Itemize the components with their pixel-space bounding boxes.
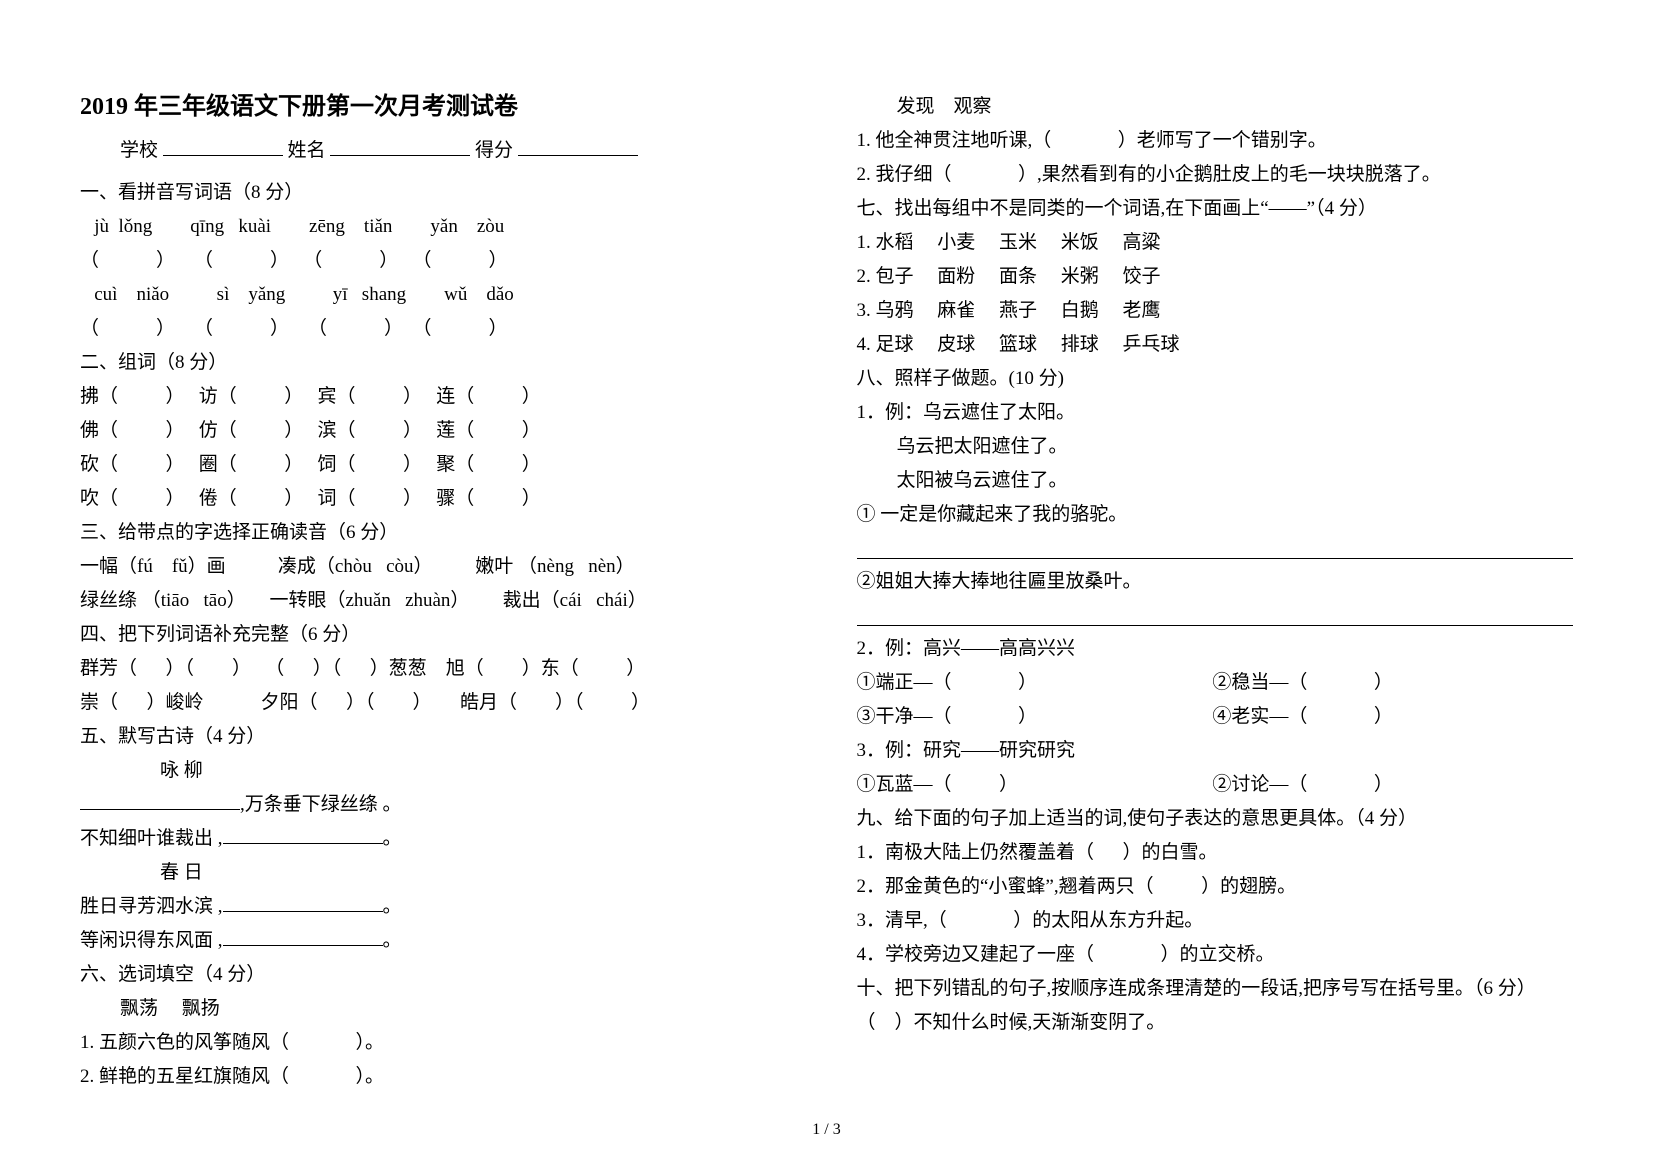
- sec6-words: 飘荡 飘扬: [80, 992, 797, 1026]
- sec8-ex1-l2: 乌云把太阳遮住了。: [857, 430, 1574, 464]
- sec10-l1[interactable]: （ ）不知什么时候,天渐渐变阴了。: [857, 1006, 1574, 1040]
- poem2-l2-head: 等闲识得东风面 ,: [80, 930, 223, 951]
- section-10-heading: 十、把下列错乱的句子,按顺序连成条理清楚的一段话,把序号写在括号里。（6 分）: [857, 972, 1574, 1006]
- sec9-q3[interactable]: 3．清早,（ ）的太阳从东方升起。: [857, 904, 1574, 938]
- sec3-r1[interactable]: 一幅（fú fǔ）画 凑成（chòu còu） 嫩叶 （nèng nèn）: [80, 550, 797, 584]
- score-label: 得分: [475, 140, 513, 161]
- sec1-row4[interactable]: （ ） （ ） （ ） （ ）: [80, 312, 797, 346]
- section-4-heading: 四、把下列词语补充完整（6 分）: [80, 618, 797, 652]
- sec8-ex3-r1a[interactable]: ①瓦蓝—（ ）: [857, 768, 1208, 802]
- name-blank[interactable]: [330, 137, 470, 156]
- poem1-line1[interactable]: ,万条垂下绿丝绦 。: [80, 788, 797, 822]
- header-line: 学校 姓名 得分: [80, 134, 797, 168]
- sec6-words2: 发现 观察: [857, 90, 1574, 124]
- poem2-line2[interactable]: 等闲识得东风面 , 。: [80, 924, 797, 958]
- poem1-blank2[interactable]: [223, 825, 383, 844]
- period3: 。: [383, 930, 402, 951]
- sec7-r2[interactable]: 2. 包子 面粉 面条 米粥 饺子: [857, 260, 1574, 294]
- columns: 2019 年三年级语文下册第一次月考测试卷 学校 姓名 得分 一、看拼音写词语（…: [80, 90, 1573, 1090]
- sec6-q3[interactable]: 1. 他全神贯注地听课,（ ）老师写了一个错别字。: [857, 124, 1574, 158]
- sec4-r2[interactable]: 崇（ ）峻岭 夕阳（ ）（ ） 皓月（ ）（ ）: [80, 686, 797, 720]
- period2: 。: [383, 896, 402, 917]
- sec3-r2[interactable]: 绿丝绦 （tiāo tāo） 一转眼（zhuǎn zhuàn） 裁出（cái c…: [80, 584, 797, 618]
- sec9-q2[interactable]: 2．那金黄色的“小蜜蜂”,翘着两只（ ）的翅膀。: [857, 870, 1574, 904]
- sec8-ex2-r2a[interactable]: ③干净—（ ）: [857, 700, 1208, 734]
- sec4-r1[interactable]: 群芳（ ）（ ） （ ）（ ）葱葱 旭（ ）东（ ）: [80, 652, 797, 686]
- section-2-heading: 二、组词（8 分）: [80, 346, 797, 380]
- sec8-ex3-row1[interactable]: ①瓦蓝—（ ） ②讨论—（ ）: [857, 768, 1574, 802]
- answer-line-1[interactable]: [857, 538, 1574, 559]
- sec1-row3: cuì niǎo sì yǎng yī shang wǔ dǎo: [80, 278, 797, 312]
- sec2-r3[interactable]: 砍（ ） 圈（ ） 饲（ ） 聚（ ）: [80, 448, 797, 482]
- section-8-heading: 八、照样子做题。(10 分): [857, 362, 1574, 396]
- sec8-ex2-r1a[interactable]: ①端正—（ ）: [857, 666, 1208, 700]
- poem1-blank1[interactable]: [80, 791, 240, 810]
- school-blank[interactable]: [163, 137, 283, 156]
- sec2-r1[interactable]: 拂（ ） 访（ ） 宾（ ） 连（ ）: [80, 380, 797, 414]
- sec8-ex2-r2b[interactable]: ④老实—（ ）: [1212, 700, 1393, 734]
- answer-line-2[interactable]: [857, 605, 1574, 626]
- sec7-r1[interactable]: 1. 水稻 小麦 玉米 米饭 高粱: [857, 226, 1574, 260]
- section-5-heading: 五、默写古诗（4 分）: [80, 720, 797, 754]
- section-9-heading: 九、给下面的句子加上适当的词,使句子表达的意思更具体。（4 分）: [857, 802, 1574, 836]
- sec8-ex1-q1: ① 一定是你藏起来了我的骆驼。: [857, 498, 1574, 532]
- sec9-q1[interactable]: 1．南极大陆上仍然覆盖着（ ）的白雪。: [857, 836, 1574, 870]
- poem2-line1[interactable]: 胜日寻芳泗水滨 , 。: [80, 890, 797, 924]
- poem2-l1-head: 胜日寻芳泗水滨 ,: [80, 896, 223, 917]
- section-3-heading: 三、给带点的字选择正确读音（6 分）: [80, 516, 797, 550]
- sec6-q1[interactable]: 1. 五颜六色的风筝随风（ ）。: [80, 1026, 797, 1060]
- poem1-l2-head: 不知细叶谁裁出 ,: [80, 828, 223, 849]
- left-column: 2019 年三年级语文下册第一次月考测试卷 学校 姓名 得分 一、看拼音写词语（…: [80, 90, 827, 1090]
- poem1-title: 咏 柳: [80, 754, 797, 788]
- poem2-blank1[interactable]: [223, 893, 383, 912]
- sec8-ex1-q2: ②姐姐大捧大捧地往匾里放桑叶。: [857, 565, 1574, 599]
- period1: 。: [383, 828, 402, 849]
- poem2-blank2[interactable]: [223, 927, 383, 946]
- sec8-ex1-head: 1．例：乌云遮住了太阳。: [857, 396, 1574, 430]
- sec8-ex2-head: 2．例：高兴——高高兴兴: [857, 632, 1574, 666]
- score-blank[interactable]: [518, 137, 638, 156]
- section-6-heading: 六、选词填空（4 分）: [80, 958, 797, 992]
- poem1-line2[interactable]: 不知细叶谁裁出 , 。: [80, 822, 797, 856]
- sec8-ex2-row1[interactable]: ①端正—（ ） ②稳当—（ ）: [857, 666, 1574, 700]
- section-1-heading: 一、看拼音写词语（8 分）: [80, 176, 797, 210]
- sec1-row2[interactable]: （ ） （ ） （ ） （ ）: [80, 244, 797, 278]
- sec2-r2[interactable]: 佛（ ） 仿（ ） 滨（ ） 莲（ ）: [80, 414, 797, 448]
- sec6-q2[interactable]: 2. 鲜艳的五星红旗随风（ ）。: [80, 1060, 797, 1094]
- sec7-r3[interactable]: 3. 乌鸦 麻雀 燕子 白鹅 老鹰: [857, 294, 1574, 328]
- name-label: 姓名: [288, 140, 326, 161]
- exam-title: 2019 年三年级语文下册第一次月考测试卷: [80, 90, 797, 124]
- page: 2019 年三年级语文下册第一次月考测试卷 学校 姓名 得分 一、看拼音写词语（…: [0, 0, 1653, 1169]
- sec8-ex2-r1b[interactable]: ②稳当—（ ）: [1212, 666, 1393, 700]
- sec6-q4[interactable]: 2. 我仔细（ ）,果然看到有的小企鹅肚皮上的毛一块块脱落了。: [857, 158, 1574, 192]
- poem2-title: 春 日: [80, 856, 797, 890]
- sec8-ex3-head: 3．例：研究——研究研究: [857, 734, 1574, 768]
- school-label: 学校: [80, 140, 158, 161]
- sec8-ex1-l3: 太阳被乌云遮住了。: [857, 464, 1574, 498]
- page-number: 1 / 3: [0, 1121, 1653, 1139]
- poem1-l1-tail: ,万条垂下绿丝绦 。: [240, 794, 402, 815]
- sec1-row1: jù lǒng qīng kuài zēng tiǎn yǎn zòu: [80, 210, 797, 244]
- right-column: 发现 观察 1. 他全神贯注地听课,（ ）老师写了一个错别字。 2. 我仔细（ …: [827, 90, 1574, 1090]
- sec2-r4[interactable]: 吹（ ） 倦（ ） 词（ ） 骤（ ）: [80, 482, 797, 516]
- sec7-r4[interactable]: 4. 足球 皮球 篮球 排球 乒乓球: [857, 328, 1574, 362]
- sec8-ex2-row2[interactable]: ③干净—（ ） ④老实—（ ）: [857, 700, 1574, 734]
- sec8-ex3-r1b[interactable]: ②讨论—（ ）: [1212, 768, 1393, 802]
- section-7-heading: 七、找出每组中不是同类的一个词语,在下面画上“——”（4 分）: [857, 192, 1574, 226]
- sec9-q4[interactable]: 4．学校旁边又建起了一座（ ）的立交桥。: [857, 938, 1574, 972]
